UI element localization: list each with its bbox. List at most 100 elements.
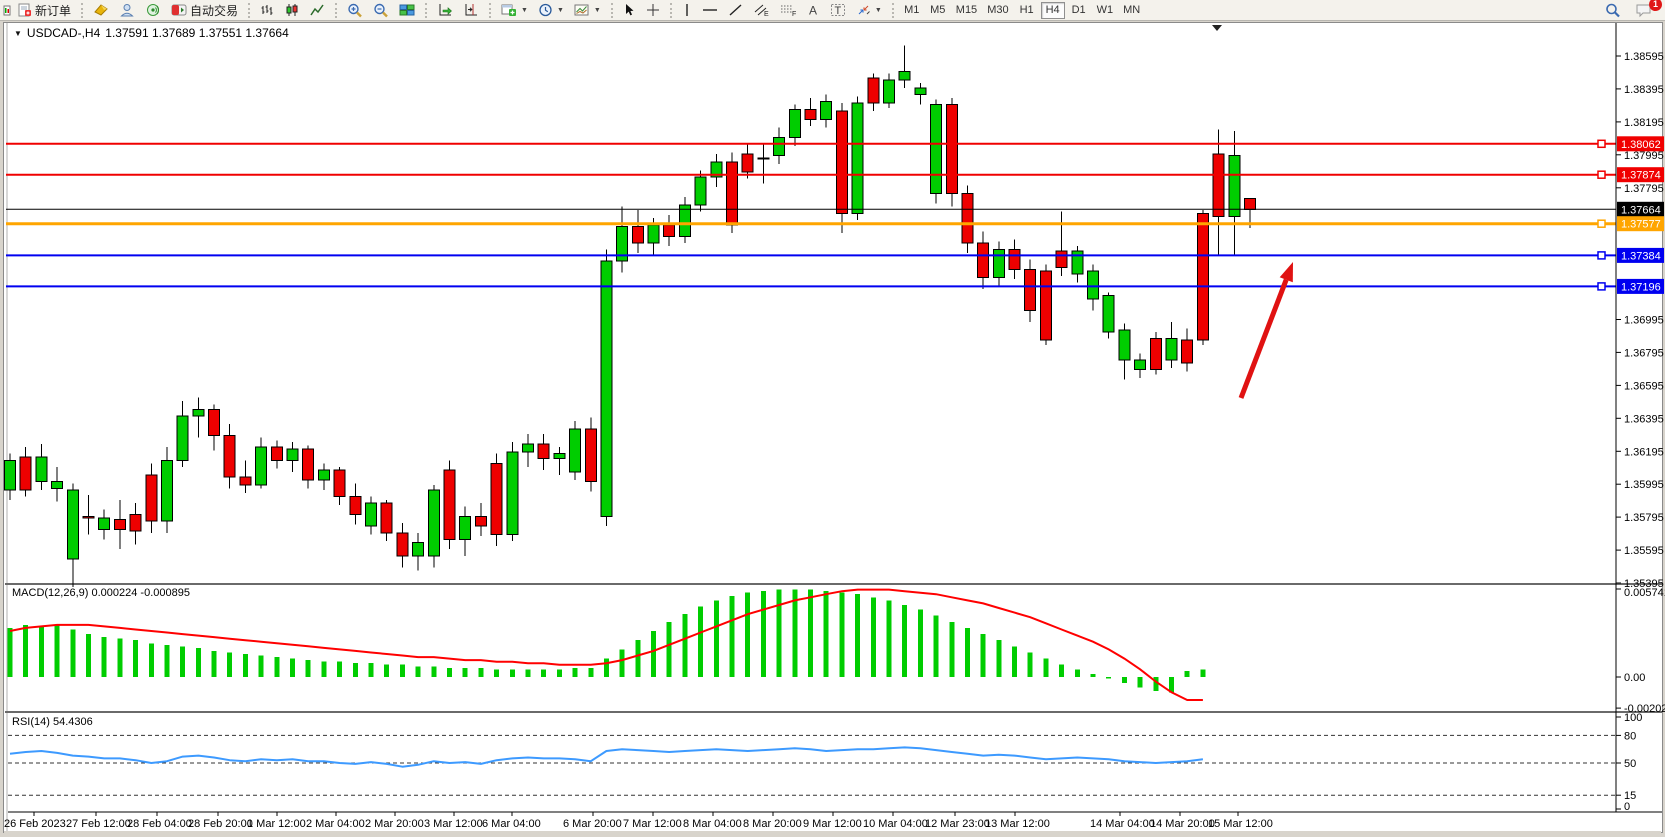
signals-button[interactable]: [141, 1, 165, 19]
toolbar-separator: [669, 2, 672, 18]
svg-text:1.38395: 1.38395: [1624, 84, 1664, 96]
text-label-tool[interactable]: T: [826, 1, 850, 19]
chart-canvas[interactable]: 1.38595 1.38395 1.38195 1.37995 1.37795 1.369…: [0, 22, 1665, 837]
shapes-dropdown[interactable]: ▼: [852, 1, 886, 19]
new-order-label: 新订单: [35, 3, 72, 18]
fibonacci-tool[interactable]: F: [776, 1, 801, 19]
svg-text:1.36195: 1.36195: [1624, 446, 1664, 458]
svg-text:14 Mar 20:00: 14 Mar 20:00: [1150, 818, 1215, 830]
toolbar-separator: [81, 2, 84, 18]
svg-text:9 Mar 12:00: 9 Mar 12:00: [803, 818, 862, 830]
svg-text:E: E: [764, 11, 769, 17]
macd-signal-line: [9, 588, 1203, 701]
toolbar-separator: [489, 2, 492, 18]
svg-text:1.38195: 1.38195: [1624, 117, 1664, 129]
candlestick-chart-button[interactable]: [281, 1, 304, 19]
autotrading-button[interactable]: 自动交易: [167, 1, 242, 19]
price-line-handle: [1597, 139, 1606, 149]
tf-w1[interactable]: W1: [1093, 2, 1118, 19]
toolbar-separator: [891, 2, 894, 18]
svg-text:2 Mar 04:00: 2 Mar 04:00: [306, 818, 365, 830]
search-button[interactable]: [1601, 1, 1625, 19]
equidistant-channel-tool[interactable]: E: [749, 1, 774, 19]
line-chart-button[interactable]: [306, 1, 329, 19]
toolbar-separator: [610, 2, 613, 18]
window-bottom-margin: [4, 831, 1661, 836]
macd-indicator-label: MACD(12,26,9) 0.000224 -0.000895: [12, 587, 190, 599]
chart-menu-caret-icon[interactable]: ▼: [14, 28, 22, 38]
svg-text:7 Mar 12:00: 7 Mar 12:00: [623, 818, 682, 830]
tf-h1[interactable]: H1: [1015, 2, 1039, 19]
macd-histogram: [7, 589, 1206, 693]
new-order-button[interactable]: 新订单: [14, 1, 75, 19]
panel-separators[interactable]: [5, 583, 1662, 713]
toolbar-separator: [425, 2, 428, 18]
dropdown-caret-icon: ▼: [593, 6, 601, 14]
cursor-icon: [625, 4, 634, 16]
templates-dropdown[interactable]: ▼: [570, 1, 605, 19]
toolbar-separator: [248, 2, 251, 18]
new-chart-dropdown[interactable]: ▼: [497, 1, 532, 19]
dropdown-caret-icon: ▼: [556, 6, 564, 14]
bar-chart-button[interactable]: [256, 1, 279, 19]
svg-text:A: A: [809, 4, 817, 18]
shapes-arrows-icon: [858, 5, 870, 15]
svg-text:12 Mar 23:00: 12 Mar 23:00: [925, 818, 990, 830]
trendline-tool[interactable]: [724, 1, 747, 19]
rsi-line: [9, 746, 1204, 768]
zoom-in-icon: [348, 3, 362, 17]
fibonacci-icon: F: [780, 5, 796, 17]
window-icon: [2, 3, 12, 17]
svg-text:10 Mar 04:00: 10 Mar 04:00: [863, 818, 928, 830]
metaeditor-button[interactable]: [89, 1, 113, 19]
chat-button[interactable]: 1: [1631, 0, 1662, 19]
chart-shift-button[interactable]: [459, 1, 483, 19]
cursor-tool-button[interactable]: [619, 1, 640, 19]
zoom-in-button[interactable]: [343, 1, 367, 19]
autotrading-label: 自动交易: [190, 3, 239, 18]
auto-scroll-button[interactable]: [433, 1, 457, 19]
svg-text:1 Mar 12:00: 1 Mar 12:00: [247, 818, 306, 830]
periods-dropdown[interactable]: ▼: [534, 1, 568, 19]
tile-windows-button[interactable]: [395, 1, 419, 19]
price-line-handle: [1597, 219, 1606, 228]
equidistant-channel-icon: E: [754, 4, 769, 17]
svg-text:0: 0: [1624, 801, 1630, 813]
svg-text:1.36795: 1.36795: [1624, 347, 1664, 359]
tf-m15[interactable]: M15: [952, 2, 981, 19]
price-lines[interactable]: [6, 139, 1616, 291]
svg-text:13 Mar 12:00: 13 Mar 12:00: [985, 818, 1050, 830]
annotation-arrow[interactable]: [1238, 262, 1293, 399]
dropdown-caret-icon: ▼: [874, 6, 882, 14]
community-button[interactable]: [115, 1, 139, 19]
svg-text:1.36595: 1.36595: [1624, 380, 1664, 392]
search-icon: [1606, 3, 1620, 17]
tf-h4[interactable]: H4: [1040, 1, 1065, 19]
price-axis-labels: 1.38595 1.38395 1.38195 1.37995 1.37795 1.369…: [1616, 51, 1664, 590]
svg-text:1.38595: 1.38595: [1624, 51, 1664, 63]
metaeditor-icon: [94, 4, 108, 16]
svg-text:3 Mar 12:00: 3 Mar 12:00: [424, 818, 483, 830]
tf-d1[interactable]: D1: [1067, 2, 1091, 19]
tf-m30[interactable]: M30: [983, 2, 1012, 19]
svg-text:8 Mar 04:00: 8 Mar 04:00: [683, 818, 742, 830]
signals-icon: [147, 4, 160, 16]
horizontal-line-icon: [702, 9, 717, 11]
svg-text:1.36395: 1.36395: [1624, 413, 1664, 425]
text-tool[interactable]: A: [803, 1, 824, 19]
text-label-icon: T: [830, 4, 845, 17]
price-line-handle: [1597, 170, 1606, 179]
tf-m1[interactable]: M1: [900, 2, 924, 19]
zoom-out-button[interactable]: [369, 1, 393, 19]
svg-text:26 Feb 2023: 26 Feb 2023: [4, 818, 66, 830]
svg-text:0.005741: 0.005741: [1624, 587, 1665, 599]
candlestick-chart-icon: [286, 4, 298, 16]
tf-mn[interactable]: MN: [1119, 2, 1144, 19]
crosshair-tool-button[interactable]: [642, 1, 664, 19]
horizontal-line-tool[interactable]: [698, 1, 722, 19]
new-order-icon: [18, 3, 31, 17]
autotrading-icon: [171, 4, 187, 16]
tf-m5[interactable]: M5: [926, 2, 950, 19]
svg-text:1.37795: 1.37795: [1624, 183, 1664, 195]
vertical-line-tool[interactable]: [678, 1, 696, 19]
